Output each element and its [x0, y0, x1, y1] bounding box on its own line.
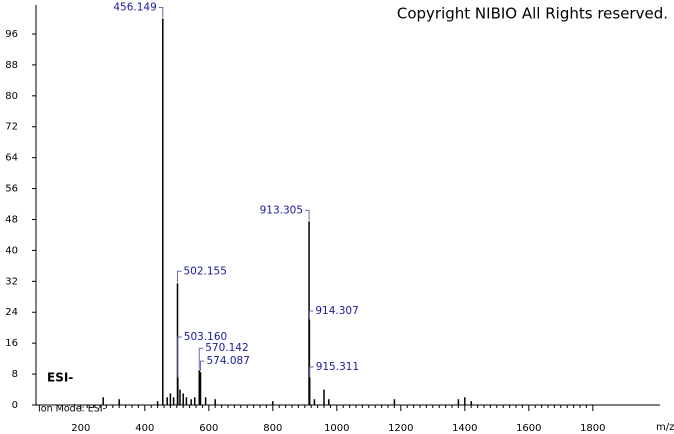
x-tick-label: 600	[199, 423, 218, 434]
label-bracket	[177, 336, 182, 377]
x-tick-label: 1200	[388, 423, 413, 434]
x-axis-label: m/z	[656, 422, 674, 433]
x-tick-label: 1000	[324, 423, 349, 434]
y-tick-label: 64	[5, 153, 18, 164]
x-tick-label: 800	[263, 423, 282, 434]
y-tick-label: 88	[5, 60, 18, 71]
peak-label: 456.149	[113, 2, 156, 14]
x-tick-label: 1600	[516, 423, 541, 434]
y-tick-label: 48	[5, 214, 18, 225]
peak-label: 574.087	[207, 355, 250, 367]
peak-label: 503.160	[184, 331, 227, 343]
peak-label: 914.307	[315, 305, 358, 317]
label-bracket	[308, 310, 314, 319]
peak-label: 570.142	[205, 342, 248, 354]
x-tick-label: 400	[135, 423, 154, 434]
label-bracket	[305, 209, 310, 221]
y-tick-label: 0	[12, 400, 18, 411]
y-tick-label: 96	[5, 29, 18, 40]
mode-label: ESI-	[47, 371, 73, 385]
peak-label: 915.311	[316, 361, 359, 373]
x-tick-label: 1800	[580, 423, 605, 434]
x-tick-label: 1400	[452, 423, 477, 434]
peak-label: 913.305	[260, 204, 303, 216]
label-bracket	[158, 7, 164, 18]
y-tick-label: 8	[12, 369, 18, 380]
y-tick-label: 16	[5, 338, 18, 349]
y-tick-label: 24	[5, 307, 18, 318]
y-tick-label: 32	[5, 276, 18, 287]
label-bracket	[309, 366, 314, 377]
label-bracket	[200, 360, 205, 372]
y-tick-label: 40	[5, 245, 18, 256]
x-tick-label: 200	[71, 423, 90, 434]
label-bracket	[176, 270, 182, 283]
y-tick-label: 80	[5, 91, 18, 102]
y-tick-label: 72	[5, 122, 18, 133]
label-bracket	[198, 347, 204, 370]
y-tick-label: 56	[5, 184, 18, 195]
ion-mode: Ion Mode: ESI-	[38, 404, 106, 415]
peak-label: 502.155	[183, 265, 226, 277]
chart-title: Copyright NIBIO All Rights reserved.	[397, 5, 668, 23]
